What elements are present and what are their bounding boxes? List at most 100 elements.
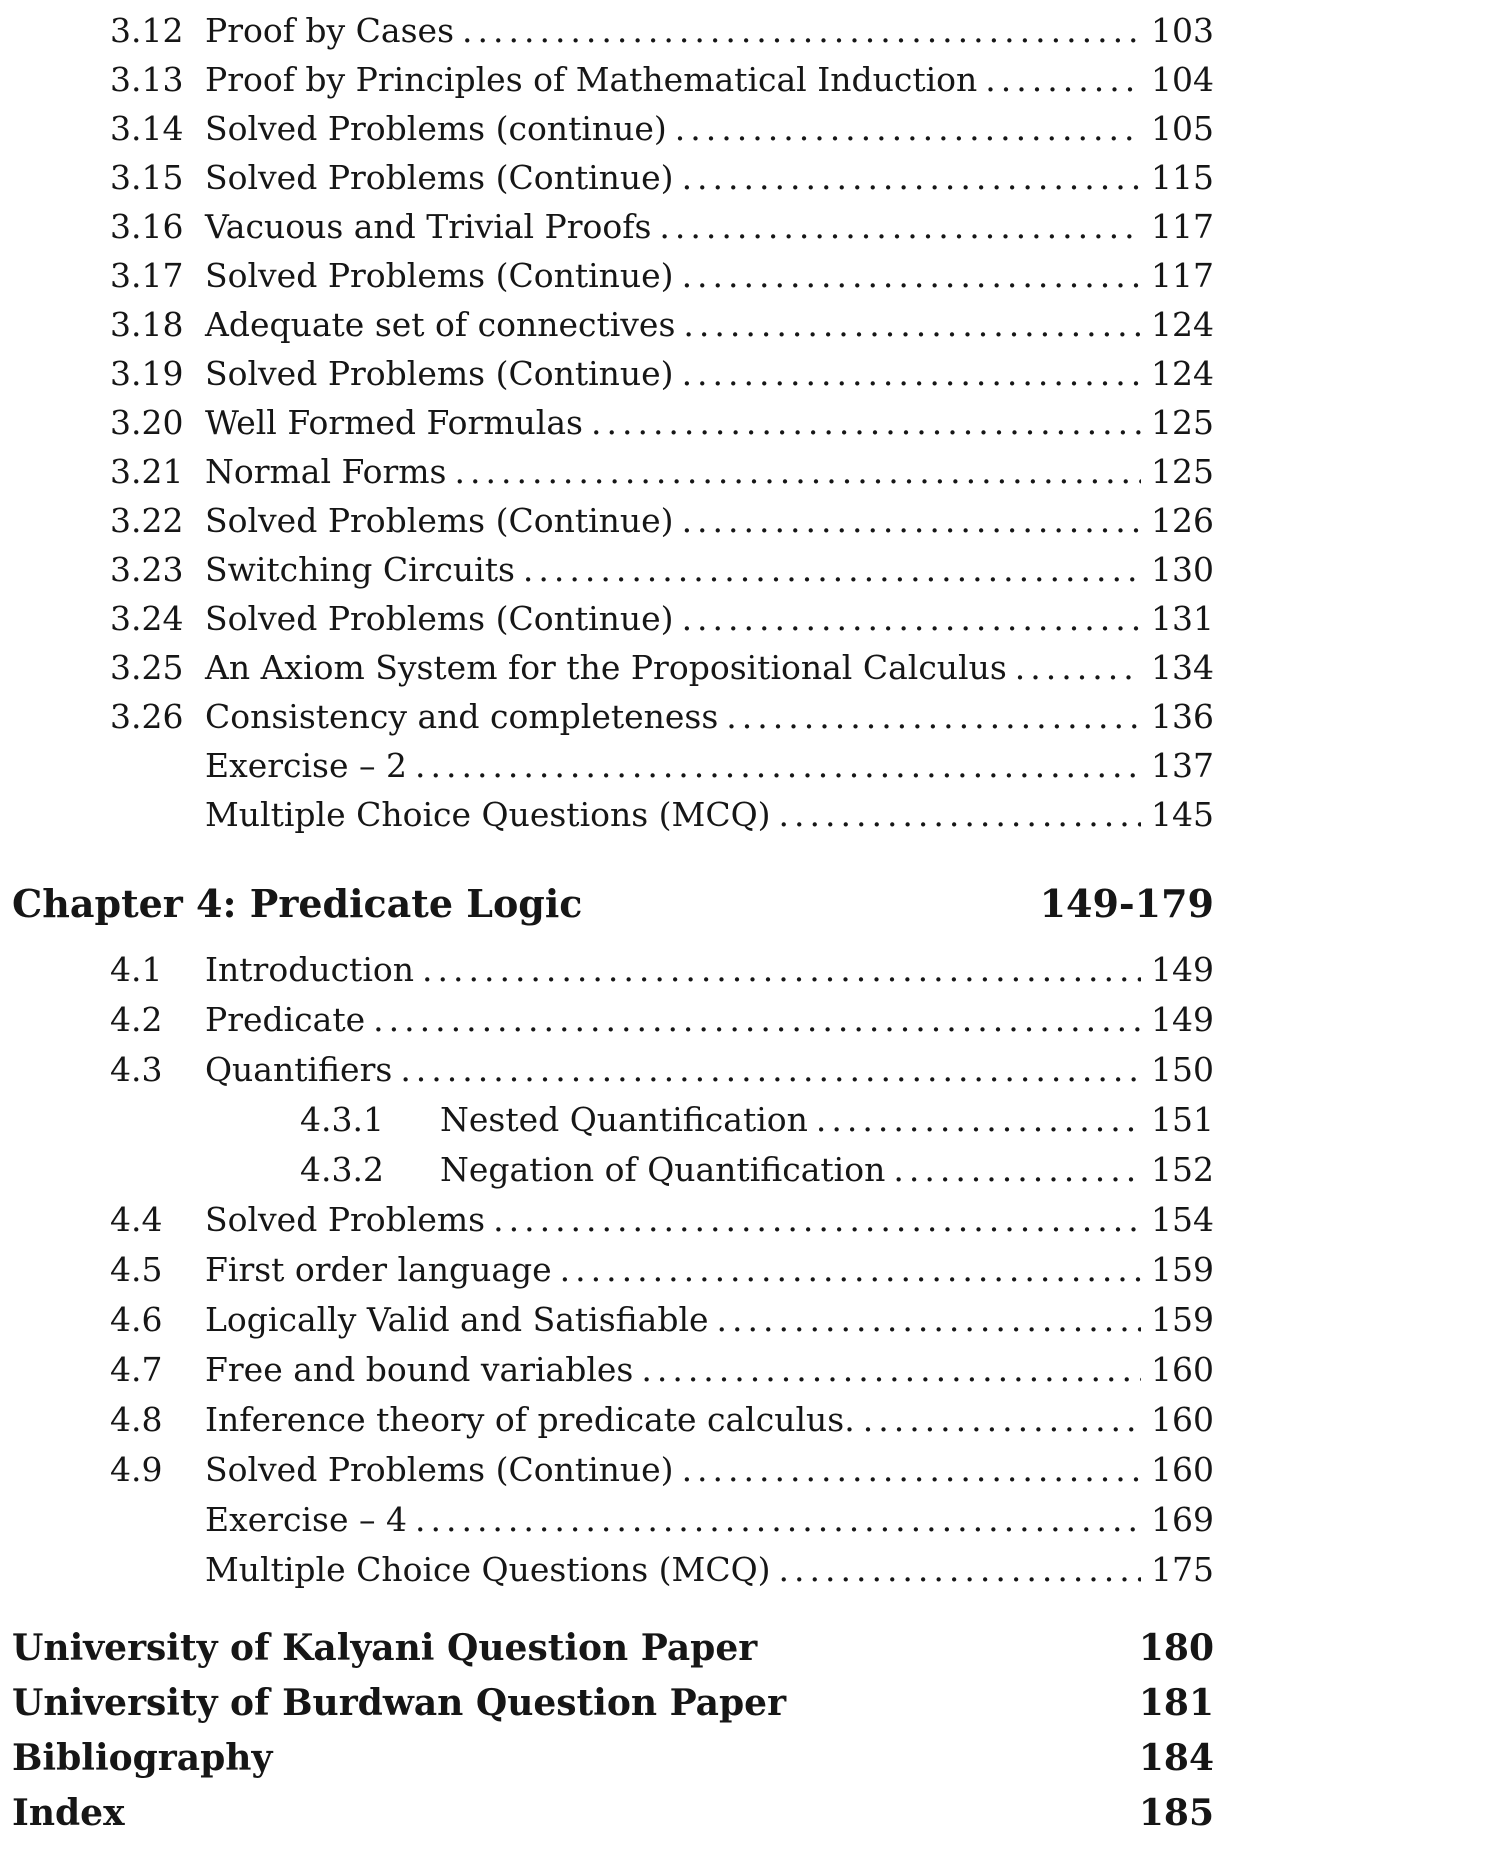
page-number: 185 bbox=[1138, 1792, 1214, 1834]
toc-entry: 4.9 Solved Problems (Continue) 160 bbox=[110, 1445, 1214, 1495]
entry-title: Adequate set of connectives bbox=[205, 305, 676, 344]
dot-leader bbox=[717, 1295, 1141, 1345]
page-number: 126 bbox=[1151, 501, 1214, 540]
page-number: 151 bbox=[1151, 1100, 1214, 1139]
entry-title: Solved Problems (continue) bbox=[205, 109, 667, 148]
toc-entry: 4.3 Quantifiers 150 bbox=[110, 1045, 1214, 1095]
toc-entry: 3.16 Vacuous and Trivial Proofs 117 bbox=[110, 202, 1214, 251]
dot-leader bbox=[985, 55, 1141, 104]
back-matter-entry: Index 185 bbox=[12, 1786, 1214, 1841]
section-number: 3.15 bbox=[110, 158, 184, 197]
toc-entry: 4.7 Free and bound variables 160 bbox=[110, 1345, 1214, 1395]
page-number: 175 bbox=[1151, 1550, 1214, 1589]
page-number: 160 bbox=[1151, 1350, 1214, 1389]
entry-title: Proof by Principles of Mathematical Indu… bbox=[205, 60, 978, 99]
page-number: 130 bbox=[1151, 550, 1214, 589]
dot-leader bbox=[682, 1445, 1141, 1495]
dot-leader bbox=[462, 6, 1141, 55]
page-number: 105 bbox=[1151, 109, 1214, 148]
back-matter: University of Kalyani Question Paper 180 … bbox=[0, 1621, 1214, 1841]
dot-leader bbox=[415, 1495, 1141, 1545]
dot-leader bbox=[779, 1545, 1141, 1595]
toc-entry: 3.18 Adequate set of connectives 124 bbox=[110, 300, 1214, 349]
toc-entry: 3.24 Solved Problems (Continue) 131 bbox=[110, 594, 1214, 643]
page-number: 115 bbox=[1151, 158, 1214, 197]
section-number: 3.26 bbox=[110, 697, 184, 736]
entry-title: Bibliography bbox=[12, 1737, 273, 1779]
entry-title: Solved Problems bbox=[205, 1200, 486, 1239]
entry-title: Well Formed Formulas bbox=[205, 403, 583, 442]
entry-title: Exercise – 2 bbox=[205, 746, 407, 785]
back-matter-entry: Bibliography 184 bbox=[12, 1731, 1214, 1786]
entry-title: Inference theory of predicate calculus. bbox=[205, 1400, 855, 1439]
chapter-4-entries: 4.1 Introduction 149 4.2 Predicate 149 4.3 Qu… bbox=[0, 945, 1214, 1595]
toc-entry: 3.26 Consistency and completeness 136 bbox=[110, 692, 1214, 741]
section-number: 3.18 bbox=[110, 305, 184, 344]
toc-entry: 4.1 Introduction 149 bbox=[110, 945, 1214, 995]
back-matter-entry: University of Kalyani Question Paper 180 bbox=[12, 1621, 1214, 1676]
dot-leader bbox=[455, 447, 1142, 496]
entry-title: Multiple Choice Questions (MCQ) bbox=[205, 795, 771, 834]
toc-entry: 3.19 Solved Problems (Continue) 124 bbox=[110, 349, 1214, 398]
toc-entry: 4.5 First order language 159 bbox=[110, 1245, 1214, 1295]
section-number: 3.13 bbox=[110, 60, 184, 99]
entry-title: Introduction bbox=[205, 950, 414, 989]
dot-leader bbox=[675, 104, 1141, 153]
dot-leader bbox=[682, 251, 1141, 300]
section-number: 3.22 bbox=[110, 501, 184, 540]
entry-title: Negation of Quantification bbox=[440, 1150, 886, 1189]
entry-title: Free and bound variables bbox=[205, 1350, 634, 1389]
page-number: 124 bbox=[1151, 354, 1214, 393]
page-number: 154 bbox=[1151, 1200, 1214, 1239]
dot-leader bbox=[493, 1195, 1141, 1245]
page-number: 125 bbox=[1151, 452, 1214, 491]
section-number: 4.3.1 bbox=[300, 1100, 384, 1139]
toc-entry: 3.25 An Axiom System for the Propositiona… bbox=[110, 643, 1214, 692]
toc-entry: 4.4 Solved Problems 154 bbox=[110, 1195, 1214, 1245]
dot-leader bbox=[682, 349, 1141, 398]
toc-subentry: 4.3.1 Nested Quantification 151 bbox=[300, 1095, 1214, 1145]
section-number: 4.4 bbox=[110, 1200, 163, 1239]
section-number: 3.14 bbox=[110, 109, 184, 148]
entry-title: Solved Problems (Continue) bbox=[205, 599, 674, 638]
dot-leader bbox=[816, 1095, 1141, 1145]
toc-entry: Exercise – 2 137 bbox=[110, 741, 1214, 790]
page-number: 180 bbox=[1138, 1627, 1214, 1669]
entry-title: Solved Problems (Continue) bbox=[205, 354, 674, 393]
toc-entry: 3.21 Normal Forms 125 bbox=[110, 447, 1214, 496]
section-number: 3.23 bbox=[110, 550, 184, 589]
toc-entry: 3.22 Solved Problems (Continue) 126 bbox=[110, 496, 1214, 545]
entry-title: Solved Problems (Continue) bbox=[205, 158, 674, 197]
page-number: 160 bbox=[1151, 1450, 1214, 1489]
entry-title: Nested Quantification bbox=[440, 1100, 808, 1139]
chapter-page-range: 149-179 bbox=[1039, 881, 1214, 926]
entry-title: University of Burdwan Question Paper bbox=[12, 1682, 787, 1724]
page-number: 134 bbox=[1151, 648, 1214, 687]
entry-title: Exercise – 4 bbox=[205, 1500, 407, 1539]
page-number: 169 bbox=[1151, 1500, 1214, 1539]
page-number: 125 bbox=[1151, 403, 1214, 442]
entry-title: Predicate bbox=[205, 1000, 366, 1039]
page-number: 149 bbox=[1151, 1000, 1214, 1039]
page-number: 159 bbox=[1151, 1300, 1214, 1339]
entry-title: An Axiom System for the Propositional Ca… bbox=[205, 648, 1007, 687]
section-number: 3.19 bbox=[110, 354, 184, 393]
section-number: 4.5 bbox=[110, 1250, 163, 1289]
dot-leader bbox=[682, 153, 1141, 202]
toc-entry: 3.17 Solved Problems (Continue) 117 bbox=[110, 251, 1214, 300]
toc-entry: 3.23 Switching Circuits 130 bbox=[110, 545, 1214, 594]
page-number: 117 bbox=[1151, 207, 1214, 246]
section-number: 4.9 bbox=[110, 1450, 163, 1489]
dot-leader bbox=[641, 1345, 1141, 1395]
entry-title: Proof by Cases bbox=[205, 11, 454, 50]
page-number: 181 bbox=[1138, 1682, 1214, 1724]
toc-entry: 3.20 Well Formed Formulas 125 bbox=[110, 398, 1214, 447]
page-number: 137 bbox=[1151, 746, 1214, 785]
page-number: 160 bbox=[1151, 1400, 1214, 1439]
section-number: 4.7 bbox=[110, 1350, 163, 1389]
section-number: 3.17 bbox=[110, 256, 184, 295]
page-number: 131 bbox=[1151, 599, 1214, 638]
section-number: 4.8 bbox=[110, 1400, 163, 1439]
section-number: 4.2 bbox=[110, 1000, 163, 1039]
